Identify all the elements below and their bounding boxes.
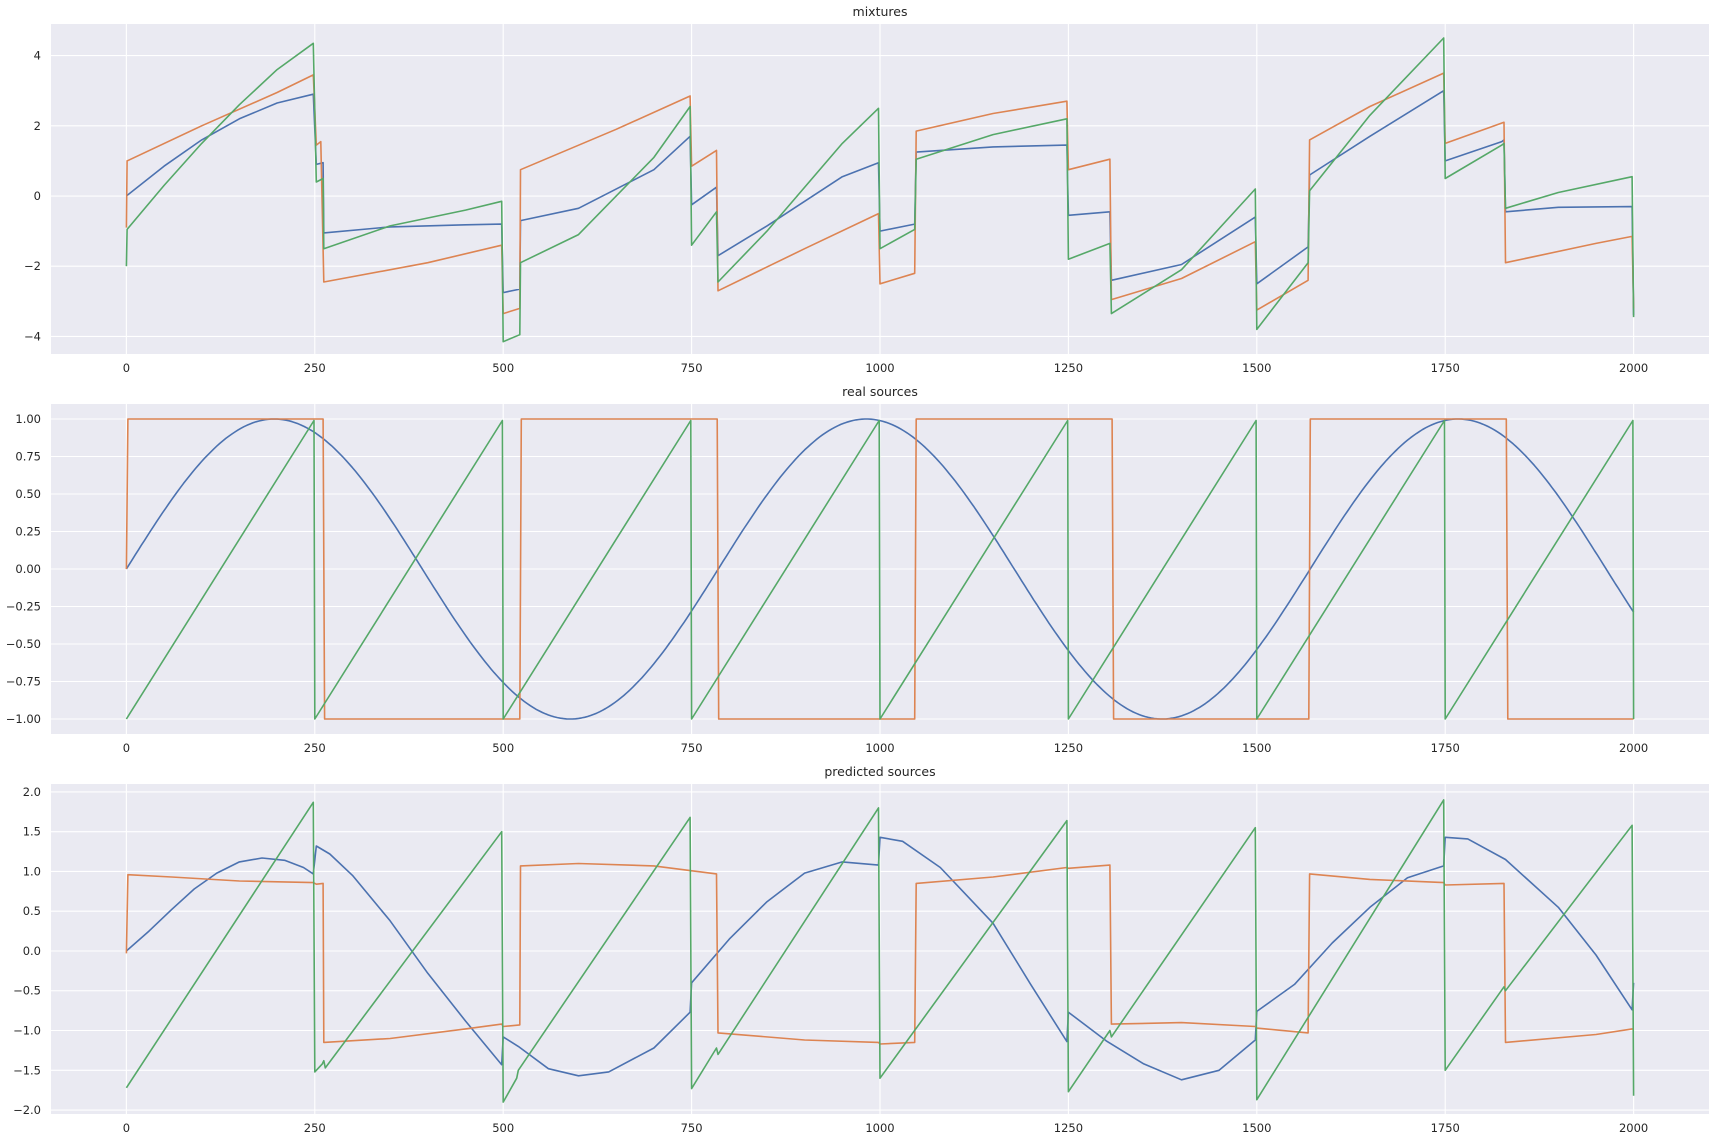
real-sources-x-tick-label: 1500: [1242, 741, 1271, 755]
mixtures-x-tick-label: 1000: [865, 361, 894, 375]
predicted-sources-chart: predicted sources 0 250 500 750 1000 1250 1500 1…: [13, 764, 1709, 1135]
mixtures-x-tick-label: 0: [123, 361, 130, 375]
predicted-sources-x-tick-label: 1250: [1054, 1121, 1083, 1135]
predicted-sources-x-tick-label: 1500: [1242, 1121, 1271, 1135]
real-sources-y-tick-label: 0.50: [15, 487, 41, 501]
predicted-sources-y-tick-label: −1.0: [13, 1024, 41, 1038]
real-sources-x-tick-label: 1750: [1431, 741, 1460, 755]
mixtures-y-tick-label: 2: [34, 119, 41, 133]
mixtures-title: mixtures: [853, 4, 908, 19]
predicted-sources-x-tick-label: 2000: [1619, 1121, 1648, 1135]
mixtures-x-tick-label: 1250: [1054, 361, 1083, 375]
real-sources-y-tick-label: −0.25: [6, 600, 41, 614]
predicted-sources-y-tick-label: 0.0: [23, 944, 41, 958]
predicted-sources-x-tick-label: 1750: [1431, 1121, 1460, 1135]
predicted-sources-y-tick-label: −2.0: [13, 1103, 41, 1117]
real-sources-x-tick-label: 2000: [1619, 741, 1648, 755]
real-sources-y-tick-label: −0.50: [6, 637, 41, 651]
predicted-sources-x-tick-label: 750: [681, 1121, 703, 1135]
real-sources-title: real sources: [842, 384, 918, 399]
mixtures-y-tick-label: −4: [24, 329, 41, 343]
mixtures-y-tick-label: 4: [34, 49, 41, 63]
mixtures-x-tick-label: 1750: [1431, 361, 1460, 375]
real-sources-series-3-line: [125, 419, 1635, 720]
mixtures-series-3-line: [125, 37, 1635, 343]
predicted-sources-series-3-line: [125, 799, 1635, 1103]
real-sources-x-tick-label: 250: [304, 741, 326, 755]
real-sources-x-tick-label: 1000: [865, 741, 894, 755]
predicted-sources-y-tick-label: −1.5: [13, 1063, 41, 1077]
mixtures-x-tick-label: 2000: [1619, 361, 1648, 375]
real-sources-y-tick-label: 0.75: [15, 450, 41, 464]
predicted-sources-x-tick-label: 500: [492, 1121, 514, 1135]
mixtures-x-tick-label: 250: [304, 361, 326, 375]
predicted-sources-y-tick-label: 1.0: [23, 864, 41, 878]
mixtures-y-tick-label: 0: [34, 189, 41, 203]
real-sources-x-tick-label: 0: [123, 741, 130, 755]
real-sources-y-tick-label: 0.00: [15, 562, 41, 576]
predicted-sources-x-tick-label: 250: [304, 1121, 326, 1135]
real-sources-y-tick-label: 1.00: [15, 412, 41, 426]
predicted-sources-y-tick-label: 1.5: [23, 825, 41, 839]
real-sources-chart: real sources 0 250 500 750 1000 1250 1500 1750 20…: [6, 384, 1709, 755]
predicted-sources-y-tick-label: −0.5: [13, 984, 41, 998]
real-sources-x-tick-label: 500: [492, 741, 514, 755]
mixtures-x-tick-label: 500: [492, 361, 514, 375]
real-sources-y-tick-label: −1.00: [6, 712, 41, 726]
predicted-sources-y-tick-label: 2.0: [23, 785, 41, 799]
real-sources-x-tick-label: 1250: [1054, 741, 1083, 755]
real-sources-x-tick-label: 750: [681, 741, 703, 755]
mixtures-x-tick-label: 1500: [1242, 361, 1271, 375]
predicted-sources-x-tick-label: 1000: [865, 1121, 894, 1135]
mixtures-chart: mixtures 0 250 500 750 1000 1250 1500 1750 2000 −4…: [24, 4, 1709, 375]
mixtures-x-tick-label: 750: [681, 361, 703, 375]
predicted-sources-x-tick-label: 0: [123, 1121, 130, 1135]
mixtures-series-2-line: [125, 72, 1635, 315]
real-sources-series-2-line: [125, 418, 1634, 720]
mixtures-y-tick-label: −2: [24, 259, 41, 273]
real-sources-y-tick-label: 0.25: [15, 525, 41, 539]
predicted-sources-y-tick-label: 0.5: [23, 904, 41, 918]
real-sources-y-tick-label: −0.75: [6, 675, 41, 689]
predicted-sources-title: predicted sources: [824, 764, 935, 779]
